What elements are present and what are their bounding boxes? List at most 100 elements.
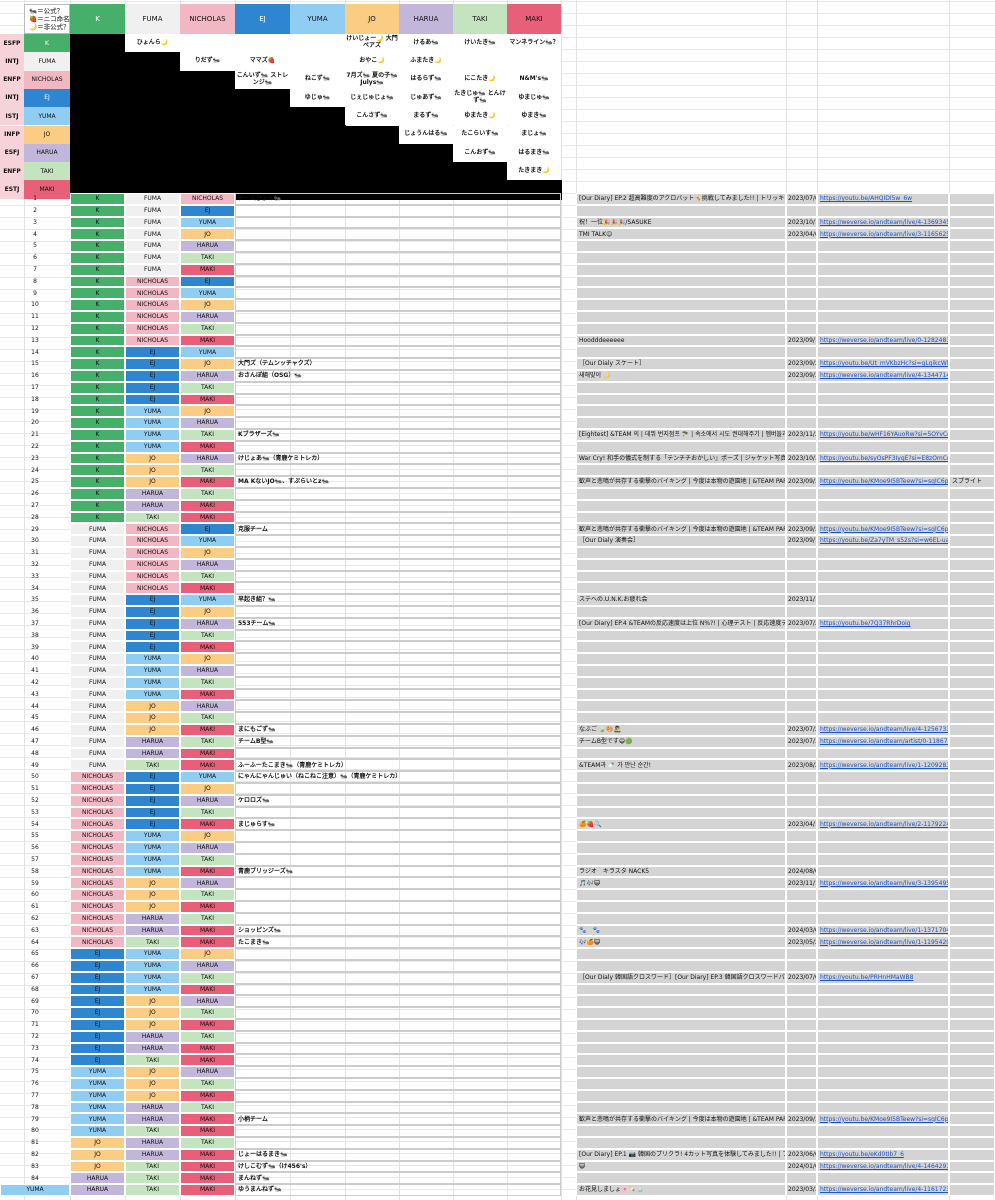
pair-cell: けるあ🐜: [399, 34, 453, 53]
url-link[interactable]: https://weverse.io/andteam/live/4-146429…: [817, 1160, 949, 1173]
url-link[interactable]: https://youtu.be/eKd0tIb7_6: [817, 1148, 949, 1161]
date-cell: [786, 252, 817, 264]
extra-cell: [949, 535, 995, 547]
member-cell: EJ: [180, 204, 235, 217]
member-cell: TAKI: [180, 1078, 235, 1090]
url-link[interactable]: https://weverse.io/andteam/live/0-128248…: [817, 334, 949, 347]
url-link[interactable]: https://youtu.be/7Q37RhrDoig: [817, 617, 949, 630]
note-cell: [Our Diary] EP.4 &TEAMの反応速度は上位 N%?! | 心理…: [576, 617, 786, 630]
matrix-header-yuma: YUMA: [290, 4, 345, 34]
member-cell: K: [70, 499, 125, 512]
url-link[interactable]: https://youtu.be/Ut_mVKbzHc?si=gLqikcWlZ…: [817, 358, 949, 370]
member-cell: YUMA: [125, 688, 180, 701]
date-cell: [786, 912, 817, 925]
url-link[interactable]: https://youtu.be/PRHnHMaWB8: [817, 971, 949, 984]
row-number: 27: [31, 502, 39, 510]
note-cell: [576, 1030, 786, 1043]
matrix-blank: [180, 70, 236, 90]
matrix-blank: [453, 180, 508, 200]
url-link: [817, 783, 949, 795]
date-cell: [786, 488, 817, 500]
row-number: 43: [31, 690, 39, 698]
member-cell: K: [70, 476, 125, 488]
extra-cell: [949, 216, 995, 229]
extra-cell: [949, 464, 995, 477]
url-link[interactable]: https://weverse.io/andteam/live/1-137170…: [817, 924, 949, 937]
extra-cell: [949, 1089, 995, 1102]
group-name: にゃんにゃんじゅい（ねこねこ注意）🐜（青鹿ケミトレカ）: [235, 771, 561, 783]
matrix-header-harua: HARUA: [399, 4, 453, 34]
date-cell: [786, 665, 817, 677]
url-link[interactable]: https://youtu.be/syOsPF3IygE?si=E8zOmCn5…: [817, 452, 949, 465]
group-name: [235, 712, 561, 724]
url-link[interactable]: https://weverse.io/andteam/live/1-119542…: [817, 936, 949, 949]
extra-cell: [949, 499, 995, 512]
url-link: [817, 1042, 949, 1055]
member-cell: K: [70, 381, 125, 394]
date-cell: [786, 629, 817, 642]
member-cell: EJ: [125, 393, 180, 406]
member-cell: MAKI: [180, 1160, 235, 1173]
note-cell: [576, 712, 786, 724]
date-cell: 2023/06/09: [786, 1148, 817, 1161]
note-cell: 歓声と悲鳴が共存する衝撃のバイキング | 今度は本物の遊園地 | &TEAM P…: [576, 476, 786, 488]
group-name: Kブラザーズ🐜: [235, 429, 561, 441]
member-cell: K: [70, 263, 125, 276]
member-cell: TAKI: [180, 322, 235, 335]
member-cell: NICHOLAS: [125, 322, 180, 335]
url-link[interactable]: https://youtu.be/KMoe9I5BTeew?si=sqlC6p_…: [817, 476, 949, 488]
url-link[interactable]: https://youtu.be/KMoe9I5BTeew?si=sqlC6p_…: [817, 523, 949, 536]
url-link[interactable]: https://weverse.io/andteam/live/4-116172…: [817, 1184, 949, 1196]
group-name: [235, 558, 561, 571]
row-number: 65: [31, 950, 39, 958]
extra-cell: [949, 712, 995, 724]
date-cell: 2023/09/19: [786, 535, 817, 547]
url-link[interactable]: https://youtu.be/KMoe9I5BTeew?si=sqlC6p_…: [817, 1113, 949, 1126]
date-cell: [786, 240, 817, 252]
member-cell: K: [70, 405, 125, 418]
url-link[interactable]: https://weverse.io/andteam/live/1-120928…: [817, 759, 949, 772]
group-name: [235, 417, 561, 429]
member-cell: YUMA: [125, 983, 180, 996]
pair-cell: [235, 34, 290, 53]
member-cell: TAKI: [180, 1137, 235, 1149]
member-cell: TAKI: [180, 429, 235, 441]
member-cell: NICHOLAS: [70, 877, 125, 890]
group-name: [235, 252, 561, 264]
url-link[interactable]: https://weverse.io/andteam/live/2-117922…: [817, 818, 949, 831]
member-cell: K: [70, 240, 125, 252]
matrix-blank: [70, 107, 126, 127]
extra-cell: [949, 193, 995, 205]
member-cell: HARUA: [125, 924, 180, 937]
url-link[interactable]: https://weverse.io/andteam/live/3-139549…: [817, 877, 949, 890]
url-link: [817, 287, 949, 300]
member-cell: EJ: [70, 1030, 125, 1043]
note-cell: [576, 747, 786, 760]
url-link[interactable]: https://weverse.io/andteam/live/4-125673…: [817, 724, 949, 736]
member-cell: EJ: [180, 523, 235, 536]
url-link[interactable]: https://weverse.io/andteam/live/4-134471…: [817, 370, 949, 382]
row-number: 39: [31, 643, 39, 651]
group-name: チームB型🐜: [235, 735, 561, 748]
date-cell: [786, 653, 817, 665]
date-cell: [786, 960, 817, 972]
url-link[interactable]: https://weverse.io/andteam/live/3-116562…: [817, 228, 949, 241]
note-cell: [576, 629, 786, 642]
url-link[interactable]: https://weverse.io/andteam/artist/0-1186…: [817, 735, 949, 748]
member-cell: HARUA: [180, 617, 235, 630]
url-link[interactable]: https://youtu.be/AHQIDI5w_6w: [817, 193, 949, 205]
url-link[interactable]: https://youtu.be/wHF16YAuoRw?si=5OYvCgsJ…: [817, 429, 949, 441]
note-cell: [576, 1137, 786, 1149]
group-name: チームひょん🐜: [235, 193, 561, 205]
date-cell: [786, 853, 817, 866]
pair-cell: じぇじゅじょ🐜: [345, 88, 399, 108]
group-name: 小柄チーム: [235, 1113, 561, 1126]
member-cell: HARUA: [125, 747, 180, 760]
url-link: [817, 912, 949, 925]
url-link[interactable]: https://youtu.be/Za7yTM_s52s?si=w6EL-uaB…: [817, 535, 949, 547]
row-number: 15: [31, 360, 39, 368]
note-cell: なぶご 🍃🎨👨‍🎤: [576, 724, 786, 736]
group-name: 克服チーム: [235, 523, 561, 536]
url-link[interactable]: https://weverse.io/andteam/live/4-136934…: [817, 216, 949, 229]
member-cell: MAKI: [180, 499, 235, 512]
